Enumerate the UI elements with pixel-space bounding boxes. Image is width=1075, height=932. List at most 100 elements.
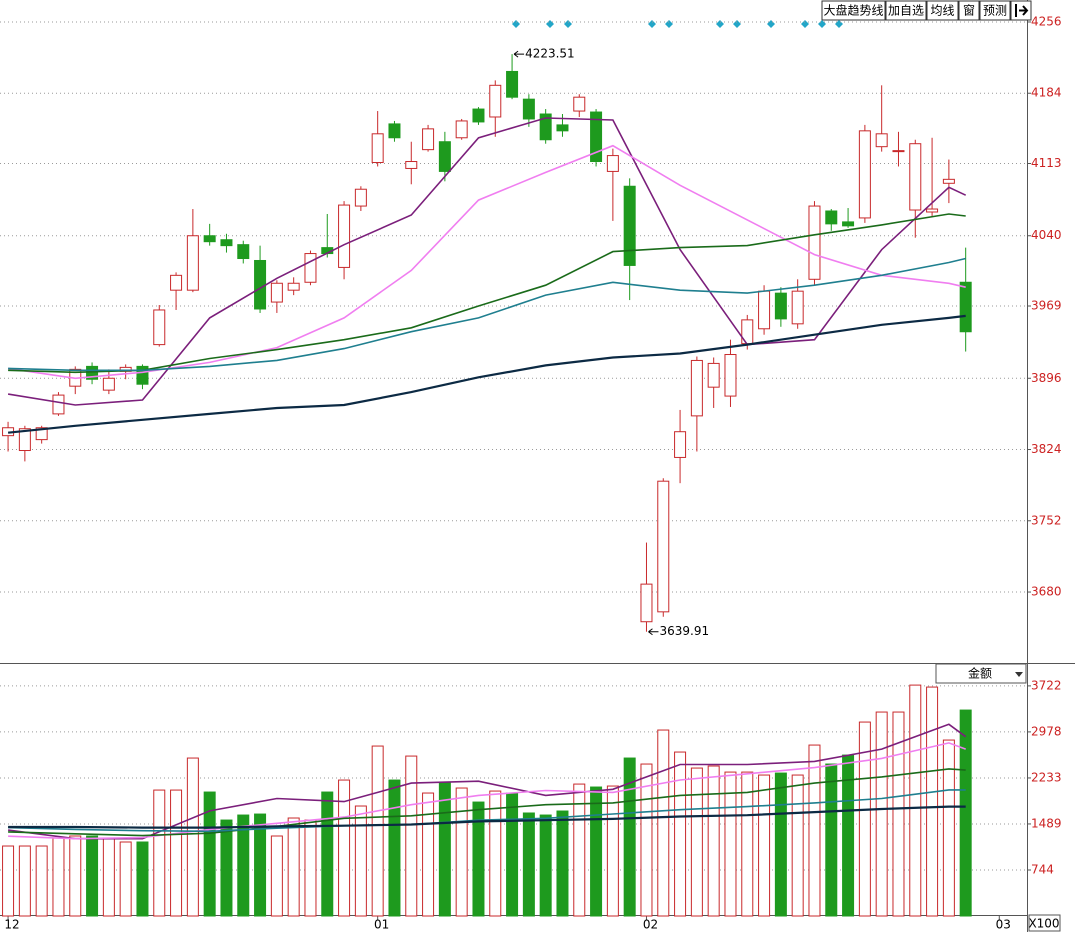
candle-body bbox=[102, 377, 115, 391]
selector[interactable]: 金额 bbox=[935, 663, 1027, 684]
candle-body bbox=[136, 365, 149, 385]
y-tick-label: 4113 bbox=[1031, 156, 1062, 170]
volume-bar bbox=[153, 789, 166, 917]
moving-average-line bbox=[8, 805, 966, 829]
volume-bar bbox=[489, 790, 502, 917]
volume-bar bbox=[321, 791, 334, 917]
volume-bar bbox=[35, 845, 48, 917]
toolbar-button-label[interactable]: 窗 bbox=[963, 4, 975, 18]
volume-bar bbox=[657, 729, 670, 917]
extreme-label: 4223.51 bbox=[525, 47, 575, 61]
candle-body bbox=[35, 427, 48, 441]
volume-bar bbox=[203, 791, 216, 917]
signal-marker bbox=[564, 20, 572, 28]
candle-body bbox=[338, 204, 351, 268]
candle-body bbox=[153, 309, 166, 346]
candle-body bbox=[623, 185, 636, 266]
moving-average-line bbox=[7, 144, 966, 380]
candle-body bbox=[825, 210, 838, 225]
volume-bar bbox=[2, 845, 15, 917]
selector-label[interactable]: 金额 bbox=[968, 666, 992, 681]
candle-body bbox=[590, 111, 603, 163]
volume-bar bbox=[69, 835, 82, 917]
volume-bar bbox=[959, 709, 972, 917]
volume-bar bbox=[640, 763, 653, 917]
toolbar-button[interactable] bbox=[979, 0, 1011, 21]
candle-body bbox=[539, 113, 552, 141]
unit-box bbox=[1028, 914, 1061, 932]
toolbar-button-label[interactable]: 均线 bbox=[930, 4, 954, 18]
x-tick-label: 01 bbox=[374, 918, 389, 932]
volume-bar bbox=[573, 783, 586, 917]
toolbar-button-label[interactable]: 大盘趋势线 bbox=[823, 3, 883, 18]
toolbar: 大盘趋势线 加自选 均线窗预测 bbox=[821, 0, 1032, 21]
candle-body bbox=[926, 208, 939, 213]
moving-average-line bbox=[8, 768, 966, 837]
y-tick-label: 3680 bbox=[1031, 585, 1062, 599]
volume-bar bbox=[606, 785, 619, 917]
candle-body bbox=[237, 244, 250, 260]
volume-bar bbox=[220, 819, 233, 917]
y-tick-label: 744 bbox=[1031, 863, 1054, 877]
toolbar-button[interactable] bbox=[958, 0, 980, 21]
candle-body bbox=[707, 362, 720, 388]
candle-body bbox=[522, 98, 535, 120]
y-tick-label: 3752 bbox=[1031, 513, 1062, 527]
volume-bar bbox=[556, 810, 569, 917]
candle-body bbox=[472, 108, 485, 123]
y-tick-label: 4040 bbox=[1031, 228, 1062, 242]
toolbar-button-label[interactable]: 预测 bbox=[983, 4, 1007, 18]
toolbar-button[interactable] bbox=[926, 0, 959, 21]
candle-body bbox=[640, 583, 653, 623]
candle-body bbox=[959, 281, 972, 333]
volume-bar bbox=[506, 792, 519, 917]
extreme-label: 3639.91 bbox=[659, 624, 709, 638]
volume-bar bbox=[909, 684, 922, 917]
y-tick-label: 3896 bbox=[1031, 371, 1062, 385]
candle-body bbox=[842, 221, 855, 227]
volume-bar bbox=[942, 739, 955, 917]
candle-body bbox=[186, 235, 199, 291]
volume-bar bbox=[270, 835, 283, 917]
volume-bar bbox=[170, 789, 183, 917]
candle-body bbox=[86, 365, 99, 380]
volume-bar bbox=[808, 744, 821, 917]
candle-body bbox=[18, 428, 31, 452]
x-tick-label: 03 bbox=[996, 918, 1011, 932]
candle-body bbox=[791, 290, 804, 325]
candle-body bbox=[506, 70, 519, 98]
volume-bar bbox=[623, 757, 636, 917]
moving-average-line bbox=[7, 723, 967, 840]
volume-bar bbox=[707, 765, 720, 917]
y-tick-label: 3969 bbox=[1031, 299, 1062, 313]
volume-bar bbox=[102, 837, 115, 917]
volume-bar bbox=[254, 813, 267, 917]
toolbar-button-label[interactable]: 加自选 bbox=[888, 4, 924, 18]
y-tick-label: 3824 bbox=[1031, 442, 1062, 456]
candle-body bbox=[388, 123, 401, 139]
candle-body bbox=[455, 120, 468, 139]
candle-body bbox=[270, 282, 283, 303]
candle-body bbox=[220, 239, 233, 247]
moving-average-line bbox=[8, 257, 966, 372]
volume-bar bbox=[926, 686, 939, 917]
candle-body bbox=[808, 205, 821, 280]
signal-marker bbox=[648, 20, 656, 28]
candle-body bbox=[774, 292, 787, 320]
candle-body bbox=[606, 155, 619, 172]
candle-body bbox=[287, 282, 300, 291]
selector-box[interactable] bbox=[935, 663, 1027, 684]
x-tick-label: 02 bbox=[643, 918, 658, 932]
y-tick-label: 2233 bbox=[1031, 770, 1062, 784]
candle-body bbox=[556, 124, 569, 132]
y-tick-label: 3722 bbox=[1031, 678, 1062, 692]
dropdown-arrow[interactable] bbox=[1015, 672, 1023, 677]
volume-bar bbox=[875, 711, 888, 917]
candle-body bbox=[422, 128, 435, 151]
y-tick-label: 4256 bbox=[1031, 14, 1062, 28]
exit-icon[interactable] bbox=[1015, 4, 1029, 17]
toolbar-button[interactable] bbox=[821, 0, 886, 21]
signal-marker bbox=[801, 20, 809, 28]
toolbar-button[interactable] bbox=[885, 0, 927, 21]
volume-bar bbox=[52, 837, 65, 917]
